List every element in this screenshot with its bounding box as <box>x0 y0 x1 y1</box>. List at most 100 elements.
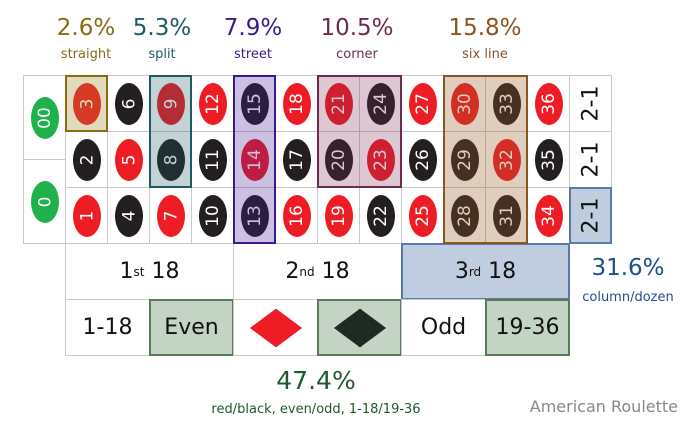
number-cell-15[interactable]: 15 <box>233 75 276 132</box>
low-bet[interactable]: 1-18 <box>65 299 150 356</box>
number-cell-4[interactable]: 4 <box>107 187 150 244</box>
number-cell-17[interactable]: 17 <box>275 131 318 188</box>
number-cell-13[interactable]: 13 <box>233 187 276 244</box>
number-oval: 30 <box>451 83 479 125</box>
number-oval: 23 <box>367 139 395 181</box>
number-cell-10[interactable]: 10 <box>191 187 234 244</box>
number-cell-24[interactable]: 24 <box>359 75 402 132</box>
number-oval: 10 <box>199 195 227 237</box>
number-oval: 19 <box>325 195 353 237</box>
number-oval: 15 <box>241 83 269 125</box>
number-oval: 14 <box>241 139 269 181</box>
number-cell-7[interactable]: 7 <box>149 187 192 244</box>
number-oval: 13 <box>241 195 269 237</box>
number-cell-18[interactable]: 18 <box>275 75 318 132</box>
column-bet-1[interactable]: 2-1 <box>569 187 612 244</box>
number-cell-1[interactable]: 1 <box>65 187 108 244</box>
zero-number: 0 <box>34 196 55 208</box>
number-oval: 20 <box>325 139 353 181</box>
number-cell-22[interactable]: 22 <box>359 187 402 244</box>
red-bet[interactable] <box>233 299 318 356</box>
high-bet[interactable]: 19-36 <box>485 299 570 356</box>
number-label: 36 <box>538 93 559 115</box>
number-cell-25[interactable]: 25 <box>401 187 444 244</box>
zero-cell-0[interactable]: 0 <box>23 159 66 244</box>
number-cell-12[interactable]: 12 <box>191 75 234 132</box>
number-oval: 18 <box>283 83 311 125</box>
number-cell-5[interactable]: 5 <box>107 131 150 188</box>
odd-bet[interactable]: Odd <box>401 299 486 356</box>
dozen-ordinal: 1 <box>119 259 134 284</box>
even-bet[interactable]: Even <box>149 299 234 356</box>
number-oval: 12 <box>199 83 227 125</box>
number-oval: 28 <box>451 195 479 237</box>
bet-percent: 15.8% <box>448 15 522 41</box>
dozen-rest: 18 <box>481 259 517 284</box>
bet-name: straight <box>60 47 112 62</box>
number-label: 34 <box>538 205 559 227</box>
number-label: 25 <box>412 205 433 227</box>
bet-name: six line <box>462 47 508 62</box>
number-label: 16 <box>286 205 307 227</box>
number-oval: 8 <box>157 139 185 181</box>
number-cell-9[interactable]: 9 <box>149 75 192 132</box>
number-cell-11[interactable]: 11 <box>191 131 234 188</box>
column-label: 2-1 <box>578 197 603 234</box>
number-oval: 11 <box>199 139 227 181</box>
number-cell-16[interactable]: 16 <box>275 187 318 244</box>
bet-percent: 5.3% <box>132 15 192 41</box>
even-money-percent: 47.4% <box>276 366 356 395</box>
number-cell-21[interactable]: 21 <box>317 75 360 132</box>
number-oval: 9 <box>157 83 185 125</box>
number-cell-19[interactable]: 19 <box>317 187 360 244</box>
number-oval: 32 <box>493 139 521 181</box>
number-oval: 17 <box>283 139 311 181</box>
number-cell-36[interactable]: 36 <box>527 75 570 132</box>
number-oval: 26 <box>409 139 437 181</box>
column-dozen-label: column/dozen <box>582 290 674 305</box>
number-label: 11 <box>202 149 223 171</box>
bet-name: street <box>233 47 273 62</box>
number-cell-26[interactable]: 26 <box>401 131 444 188</box>
column-bet-3[interactable]: 2-1 <box>569 75 612 132</box>
number-cell-33[interactable]: 33 <box>485 75 528 132</box>
bet-name: corner <box>336 47 378 62</box>
number-cell-34[interactable]: 34 <box>527 187 570 244</box>
bet-percent: 2.6% <box>56 15 116 41</box>
number-label: 2 <box>76 154 97 166</box>
zero-cell-00[interactable]: 00 <box>23 75 66 160</box>
zero-oval: 0 <box>31 181 59 223</box>
zero-oval: 00 <box>31 97 59 139</box>
number-cell-2[interactable]: 2 <box>65 131 108 188</box>
number-cell-28[interactable]: 28 <box>443 187 486 244</box>
dozen-suffix: rd <box>468 264 482 279</box>
black-bet[interactable] <box>317 299 402 356</box>
corner-highlight <box>317 75 402 188</box>
number-oval: 25 <box>409 195 437 237</box>
bet-percent: 10.5% <box>320 15 394 41</box>
number-oval: 33 <box>493 83 521 125</box>
six-line-highlight <box>443 75 528 244</box>
zero-number: 00 <box>34 107 55 129</box>
number-oval: 7 <box>157 195 185 237</box>
number-label: 6 <box>118 98 139 110</box>
number-oval: 29 <box>451 139 479 181</box>
column-dozen-percent: 31.6% <box>591 255 665 281</box>
number-cell-14[interactable]: 14 <box>233 131 276 188</box>
number-cell-23[interactable]: 23 <box>359 131 402 188</box>
number-cell-6[interactable]: 6 <box>107 75 150 132</box>
even-money-label: red/black, even/odd, 1-18/19-36 <box>211 402 421 417</box>
column-bet-2[interactable]: 2-1 <box>569 131 612 188</box>
dozen-ordinal: 3 <box>454 259 469 284</box>
dozen-rest: 18 <box>144 259 180 284</box>
number-cell-27[interactable]: 27 <box>401 75 444 132</box>
number-label: 17 <box>286 149 307 171</box>
number-cell-35[interactable]: 35 <box>527 131 570 188</box>
number-oval: 21 <box>325 83 353 125</box>
number-label: 12 <box>202 93 223 115</box>
number-oval: 24 <box>367 83 395 125</box>
